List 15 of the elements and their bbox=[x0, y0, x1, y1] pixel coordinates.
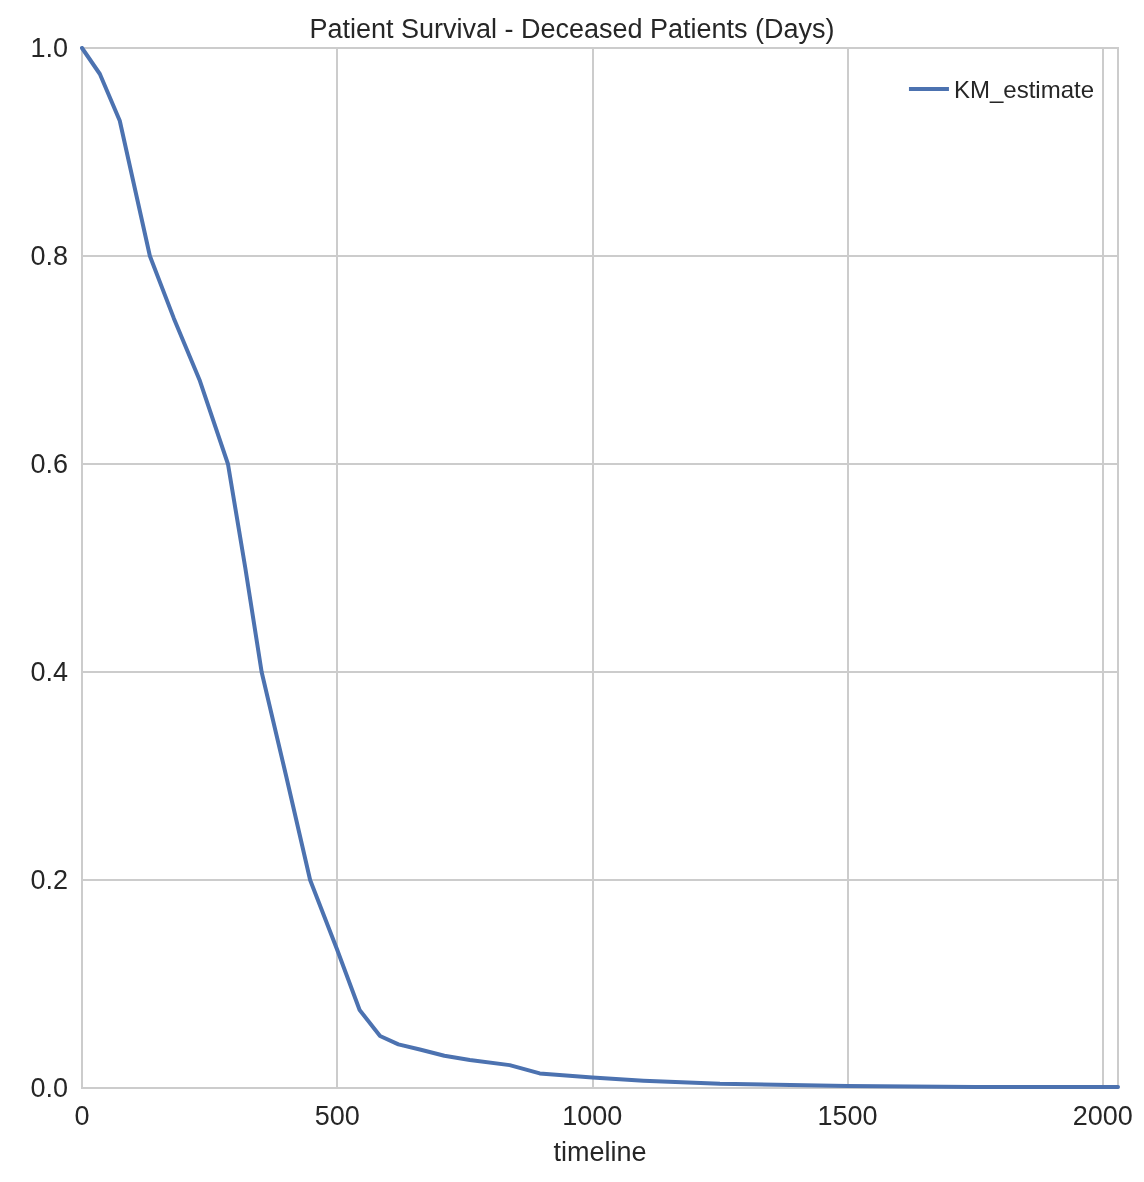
y-tick-label: 0.8 bbox=[30, 241, 68, 271]
legend-label: KM_estimate bbox=[953, 75, 1095, 103]
x-tick-label: 500 bbox=[314, 1100, 360, 1131]
x-tick-label: 1500 bbox=[817, 1100, 878, 1131]
x-axis-title: timeline bbox=[553, 1136, 647, 1167]
y-tick-label: 1.0 bbox=[30, 33, 68, 63]
line-series bbox=[80, 46, 1120, 1089]
x-tick-label: 1000 bbox=[562, 1100, 623, 1131]
y-tick-label: 0.6 bbox=[30, 449, 68, 479]
y-tick-label: 0.2 bbox=[30, 865, 68, 895]
x-tick-label: 2000 bbox=[1072, 1100, 1133, 1131]
y-tick-label: 0.4 bbox=[30, 657, 68, 687]
x-tick-label: 0 bbox=[74, 1100, 90, 1131]
y-tick-label: 0.0 bbox=[30, 1073, 68, 1103]
chart-title: Patient Survival - Deceased Patients (Days) bbox=[309, 13, 835, 44]
